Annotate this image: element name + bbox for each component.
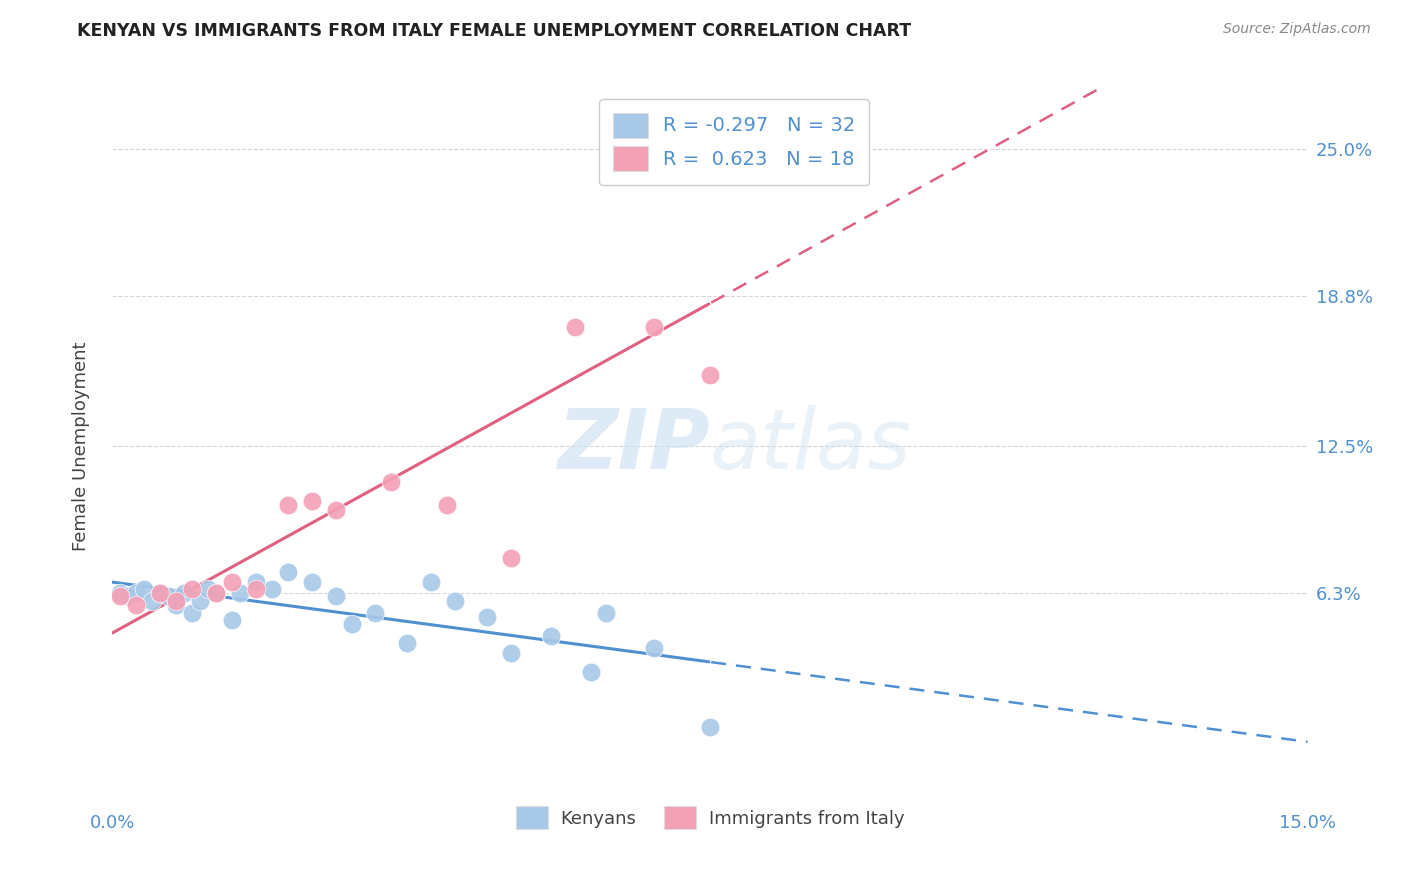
Point xyxy=(540,629,562,643)
Point xyxy=(181,582,204,596)
Point xyxy=(165,593,187,607)
Text: atlas: atlas xyxy=(710,406,911,486)
Point xyxy=(643,641,665,656)
Point xyxy=(396,636,419,650)
Point xyxy=(157,589,180,603)
Point xyxy=(325,589,347,603)
Point xyxy=(110,586,132,600)
Point xyxy=(699,720,721,734)
Point xyxy=(420,574,443,589)
Point xyxy=(277,499,299,513)
Y-axis label: Female Unemployment: Female Unemployment xyxy=(72,342,90,550)
Point xyxy=(301,574,323,589)
Point xyxy=(325,503,347,517)
Point xyxy=(149,586,172,600)
Point xyxy=(499,646,522,660)
Point xyxy=(173,586,195,600)
Point xyxy=(141,593,163,607)
Text: ZIP: ZIP xyxy=(557,406,710,486)
Point xyxy=(125,599,148,613)
Point xyxy=(134,582,156,596)
Point xyxy=(245,582,267,596)
Point xyxy=(380,475,402,489)
Point xyxy=(579,665,602,679)
Point xyxy=(197,582,219,596)
Point xyxy=(444,593,467,607)
Point xyxy=(125,586,148,600)
Point xyxy=(643,320,665,334)
Point xyxy=(619,165,641,179)
Point xyxy=(499,550,522,565)
Point xyxy=(260,582,283,596)
Point xyxy=(245,574,267,589)
Point xyxy=(188,593,211,607)
Point xyxy=(229,586,252,600)
Point xyxy=(110,589,132,603)
Point xyxy=(165,599,187,613)
Point xyxy=(340,617,363,632)
Point xyxy=(595,606,617,620)
Point xyxy=(149,586,172,600)
Point xyxy=(181,606,204,620)
Point xyxy=(436,499,458,513)
Point xyxy=(564,320,586,334)
Point xyxy=(205,586,228,600)
Legend: Kenyans, Immigrants from Italy: Kenyans, Immigrants from Italy xyxy=(509,799,911,837)
Point xyxy=(301,493,323,508)
Point xyxy=(475,610,498,624)
Point xyxy=(221,574,243,589)
Point xyxy=(364,606,387,620)
Point xyxy=(117,589,139,603)
Point xyxy=(277,565,299,579)
Point xyxy=(699,368,721,382)
Point xyxy=(205,586,228,600)
Text: KENYAN VS IMMIGRANTS FROM ITALY FEMALE UNEMPLOYMENT CORRELATION CHART: KENYAN VS IMMIGRANTS FROM ITALY FEMALE U… xyxy=(77,22,911,40)
Text: Source: ZipAtlas.com: Source: ZipAtlas.com xyxy=(1223,22,1371,37)
Point xyxy=(221,613,243,627)
